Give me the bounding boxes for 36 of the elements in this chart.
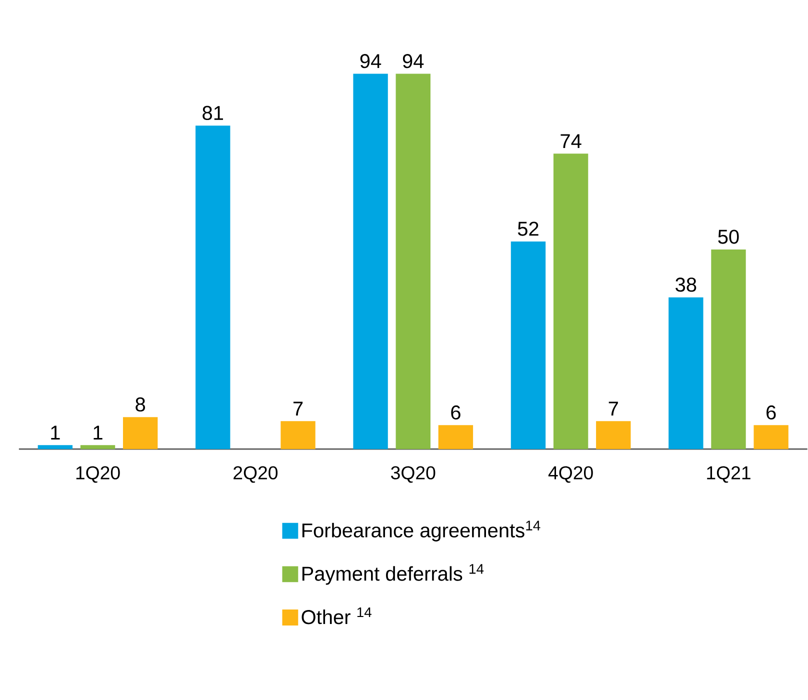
legend-label: Other $^{14}$ [302, 608, 372, 624]
data-label: 94 [360, 54, 382, 68]
x-tick-label: 2Q20 [234, 466, 278, 483]
legend-label: Forbearance agreements$^{14}$ [302, 520, 540, 542]
bar [38, 445, 73, 450]
data-label: 7 [293, 402, 303, 416]
bar [280, 421, 316, 450]
bar [80, 445, 116, 450]
x-tick-label: 3Q20 [391, 466, 436, 483]
bar [711, 250, 746, 450]
bar [396, 74, 430, 450]
bar [510, 242, 546, 450]
bar [122, 417, 158, 450]
data-label: 81 [202, 106, 223, 120]
x-tick-label: 4Q20 [548, 466, 593, 483]
data-label: 7 [608, 402, 618, 416]
data-label: 6 [451, 406, 460, 420]
data-label: 94 [402, 54, 424, 68]
data-label: 1 [94, 426, 102, 440]
data-label: 50 [718, 230, 739, 244]
bar [196, 126, 230, 450]
data-label: 74 [560, 134, 582, 148]
bar [438, 425, 474, 450]
data-label: 6 [766, 406, 776, 420]
data-label: 8 [136, 398, 146, 412]
data-label: 1 [51, 426, 60, 440]
bar [668, 297, 704, 450]
bar [553, 154, 588, 450]
bar [353, 74, 388, 450]
data-label: 38 [676, 278, 696, 292]
x-tick-label: 1Q20 [76, 466, 120, 483]
bar [596, 421, 631, 450]
legend-label: Payment deferrals $^{14}$ [302, 564, 484, 585]
x-tick-label: 1Q21 [707, 466, 750, 483]
data-label: 52 [518, 222, 538, 236]
bar [754, 425, 788, 450]
